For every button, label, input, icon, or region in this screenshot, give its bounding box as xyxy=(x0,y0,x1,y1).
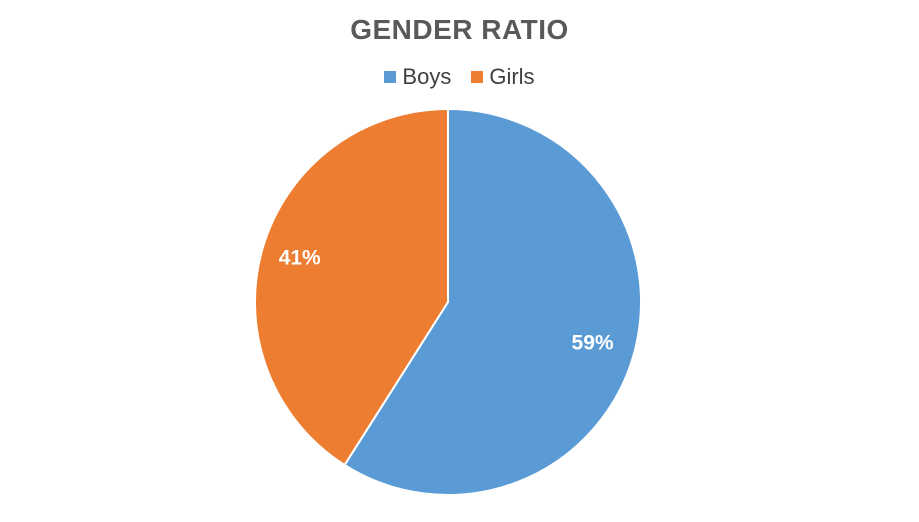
pie-slice-girls xyxy=(254,107,449,467)
legend-item-girls: Girls xyxy=(471,64,535,90)
legend-swatch-girls xyxy=(471,71,484,83)
pie-slice-boys xyxy=(343,107,642,496)
chart-title: GENDER RATIO xyxy=(350,14,569,45)
legend: Boys Girls xyxy=(0,64,919,90)
pie-label-boys: 59% xyxy=(572,332,614,355)
pie-slices xyxy=(254,107,642,496)
legend-item-boys: Boys xyxy=(384,64,451,90)
pie-slice-labels: 59% 41% xyxy=(279,246,614,354)
legend-swatch-boys xyxy=(384,71,397,83)
legend-label-boys: Boys xyxy=(402,64,452,89)
pie-label-girls: 41% xyxy=(279,246,321,269)
legend-label-girls: Girls xyxy=(489,64,535,89)
